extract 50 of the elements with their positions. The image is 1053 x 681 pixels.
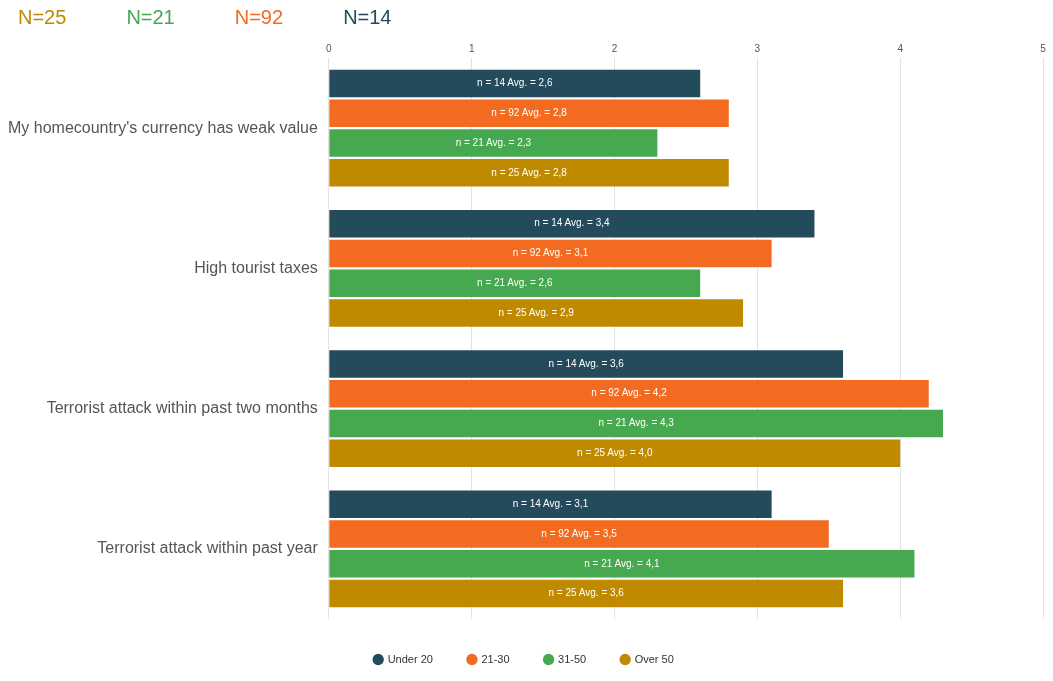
data-label: n = 21 Avg. = 2,3 xyxy=(455,136,532,148)
legend-label: Over 50 xyxy=(634,652,674,665)
x-tick-label: 4 xyxy=(897,42,904,54)
bar xyxy=(329,159,729,187)
x-tick-label: 2 xyxy=(611,42,618,54)
y-tick-label: Terrorist attack within past two months xyxy=(46,399,318,417)
data-label: n = 92 Avg. = 3,5 xyxy=(541,527,618,539)
text: N=25 xyxy=(18,6,67,29)
bar xyxy=(329,239,772,268)
bar xyxy=(329,490,772,518)
text: N=14 xyxy=(343,6,392,29)
data-label: n = 21 Avg. = 4,1 xyxy=(584,557,661,569)
text: N=92 xyxy=(234,6,284,29)
data-label: n = 14 Avg. = 3,6 xyxy=(548,357,625,369)
bar xyxy=(329,350,844,378)
data-label: n = 14 Avg. = 3,1 xyxy=(512,497,589,509)
data-label: n = 92 Avg. = 2,8 xyxy=(491,106,568,118)
data-label: n = 25 Avg. = 2,9 xyxy=(498,306,575,318)
y-tick-label: My homecountry's currency has weak value xyxy=(7,118,318,136)
x-tick-label: 3 xyxy=(754,42,761,54)
legend-label: 21-30 xyxy=(481,652,510,665)
data-label: n = 25 Avg. = 4,0 xyxy=(577,447,653,459)
bar xyxy=(329,269,701,297)
y-tick-label: Terrorist attack within past year xyxy=(97,539,319,557)
x-tick-label: 1 xyxy=(468,42,475,54)
y-tick-label: High tourist taxes xyxy=(194,258,318,276)
bar xyxy=(329,129,658,157)
data-label: n = 92 Avg. = 3,1 xyxy=(512,247,589,259)
data-label: n = 92 Avg. = 4,2 xyxy=(591,387,668,399)
bar xyxy=(329,299,744,327)
data-label: n = 14 Avg. = 3,4 xyxy=(534,217,611,229)
bar xyxy=(329,409,944,438)
bar xyxy=(329,439,901,468)
data-label: n = 14 Avg. = 2,6 xyxy=(477,77,553,89)
x-tick-label: 5 xyxy=(1040,42,1047,54)
bar xyxy=(329,69,701,98)
bar xyxy=(329,99,729,127)
bar xyxy=(329,579,844,608)
x-tick-label: 0 xyxy=(326,42,333,54)
bar xyxy=(329,209,815,238)
bar xyxy=(329,520,829,548)
bar xyxy=(329,550,915,578)
legend-label: 31-50 xyxy=(558,652,587,665)
data-label: n = 21 Avg. = 4,3 xyxy=(598,417,675,429)
data-label: n = 21 Avg. = 2,6 xyxy=(477,277,553,289)
legend-label: Under 20 xyxy=(387,652,433,665)
data-label: n = 25 Avg. = 3,6 xyxy=(548,587,625,599)
data-label: n = 25 Avg. = 2,8 xyxy=(491,166,568,178)
bar xyxy=(329,380,929,408)
text: N=21 xyxy=(126,6,175,29)
